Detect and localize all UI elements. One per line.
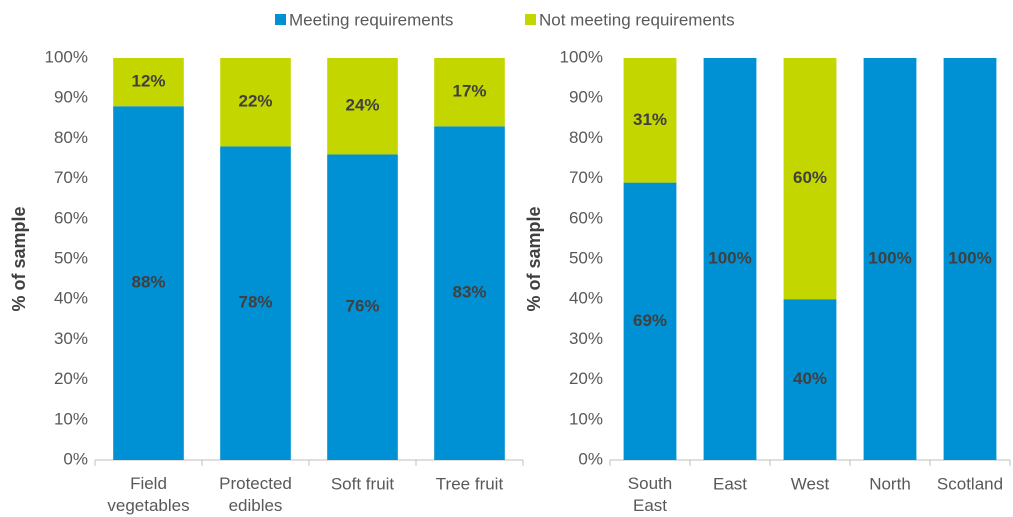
value-label: 100% bbox=[948, 248, 991, 267]
bar-segment bbox=[943, 58, 997, 460]
value-label: 78% bbox=[238, 293, 272, 312]
y-tick-label: 40% bbox=[54, 289, 88, 308]
y-tick-label: 0% bbox=[578, 449, 603, 468]
bar-segment bbox=[327, 154, 398, 461]
y-axis-label: % of sample bbox=[524, 206, 544, 311]
bar-segment bbox=[327, 58, 398, 155]
value-label: 69% bbox=[633, 311, 667, 330]
value-label: 22% bbox=[238, 92, 272, 111]
value-label: 24% bbox=[345, 96, 379, 115]
y-tick-label: 100% bbox=[45, 47, 88, 66]
y-tick-label: 10% bbox=[569, 409, 603, 428]
y-tick-label: 90% bbox=[569, 88, 603, 107]
value-label: 88% bbox=[131, 273, 165, 292]
legend-label: Meeting requirements bbox=[289, 10, 453, 29]
x-tick-label: West bbox=[791, 474, 830, 493]
value-label: 100% bbox=[708, 248, 751, 267]
bar-segment bbox=[434, 126, 505, 460]
y-tick-label: 70% bbox=[569, 168, 603, 187]
y-tick-label: 80% bbox=[569, 128, 603, 147]
x-tick-label: Scotland bbox=[937, 474, 1003, 493]
value-label: 83% bbox=[452, 283, 486, 302]
y-tick-label: 20% bbox=[54, 369, 88, 388]
y-tick-label: 80% bbox=[54, 128, 88, 147]
legend-swatch bbox=[525, 14, 536, 25]
x-tick-label: North bbox=[869, 474, 911, 493]
x-tick-label: South East bbox=[628, 474, 672, 515]
value-label: 60% bbox=[793, 168, 827, 187]
y-tick-label: 50% bbox=[569, 248, 603, 267]
legend-swatch bbox=[275, 14, 286, 25]
value-label: 17% bbox=[452, 82, 486, 101]
x-tick-label: Field vegetables bbox=[107, 474, 189, 515]
bar-segment bbox=[113, 58, 184, 107]
y-tick-label: 30% bbox=[569, 329, 603, 348]
y-tick-label: 0% bbox=[63, 449, 88, 468]
bar-segment bbox=[703, 58, 757, 460]
y-tick-label: 30% bbox=[54, 329, 88, 348]
bar-segment bbox=[863, 58, 917, 460]
bar-segment bbox=[783, 299, 837, 460]
x-tick-label: Soft fruit bbox=[331, 474, 395, 493]
value-label: 12% bbox=[131, 72, 165, 91]
x-tick-label: Protected edibles bbox=[219, 474, 292, 515]
value-label: 76% bbox=[345, 297, 379, 316]
x-tick-label: Tree fruit bbox=[436, 474, 504, 493]
y-tick-label: 60% bbox=[569, 208, 603, 227]
bar-segment bbox=[623, 182, 677, 460]
bar-segment bbox=[220, 58, 291, 147]
bar-segment bbox=[434, 58, 505, 127]
value-label: 40% bbox=[793, 369, 827, 388]
y-tick-label: 40% bbox=[569, 289, 603, 308]
y-tick-label: 60% bbox=[54, 208, 88, 227]
y-tick-label: 100% bbox=[560, 47, 603, 66]
y-tick-label: 70% bbox=[54, 168, 88, 187]
y-tick-label: 50% bbox=[54, 248, 88, 267]
bar-segment bbox=[113, 106, 184, 461]
y-axis-label: % of sample bbox=[9, 206, 29, 311]
value-label: 31% bbox=[633, 110, 667, 129]
y-tick-label: 10% bbox=[54, 409, 88, 428]
value-label: 100% bbox=[868, 248, 911, 267]
legend-label: Not meeting requirements bbox=[539, 10, 735, 29]
x-tick-label: East bbox=[713, 474, 747, 493]
y-tick-label: 20% bbox=[569, 369, 603, 388]
bar-segment bbox=[220, 146, 291, 460]
bar-segment bbox=[623, 58, 677, 183]
bar-segment bbox=[783, 58, 837, 300]
y-tick-label: 90% bbox=[54, 88, 88, 107]
